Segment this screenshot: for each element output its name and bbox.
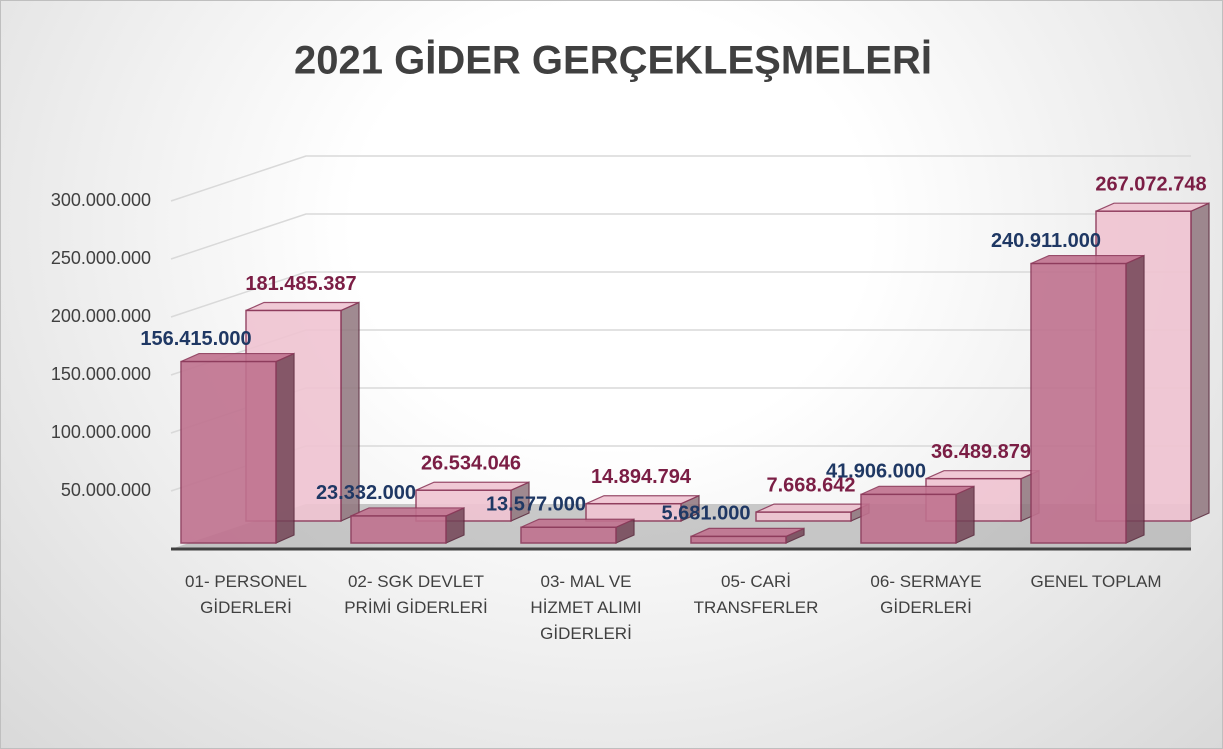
bar-top <box>245 301 360 312</box>
data-label: 156.415.000 <box>140 328 251 350</box>
bar <box>180 360 277 544</box>
x-tick-label: 03- MAL VE HİZMET ALIMI GİDERLERİ <box>530 572 642 643</box>
bar-side <box>955 485 975 544</box>
y-tick-label: 300.000.000 <box>51 190 151 210</box>
bar-side <box>275 352 295 544</box>
grid-line <box>170 213 1191 260</box>
data-label: 23.332.000 <box>316 482 416 504</box>
bar-top <box>415 481 530 491</box>
bar-top <box>520 518 635 528</box>
data-label: 240.911.000 <box>991 230 1101 252</box>
bar-top <box>755 503 870 513</box>
bar <box>755 511 852 522</box>
y-tick-label: 100.000.000 <box>51 422 151 442</box>
x-tick-label: 01- PERSONEL GİDERLERİ <box>185 572 307 617</box>
grid-line <box>170 155 1191 202</box>
bar <box>690 535 787 544</box>
y-tick-label: 250.000.000 <box>51 248 151 268</box>
bar-top <box>180 352 295 363</box>
data-label: 267.072.748 <box>1095 173 1206 195</box>
bar-top <box>1030 254 1145 265</box>
data-label: 26.534.046 <box>421 453 521 475</box>
y-tick-label: 200.000.000 <box>51 306 151 326</box>
data-label: 14.894.794 <box>591 466 692 488</box>
chart-title: 2021 GİDER GERÇEKLEŞMELERİ <box>294 39 932 83</box>
bar-top <box>860 485 975 495</box>
bar <box>350 515 447 544</box>
x-tick-label: 02- SGK DEVLET PRİMİ GİDERLERİ <box>344 572 488 617</box>
data-label: 36.489.879 <box>931 441 1031 463</box>
x-tick-label: 05- CARİ TRANSFERLER <box>693 572 819 617</box>
bar-top <box>350 507 465 517</box>
grid-line <box>170 271 1191 318</box>
bar <box>860 493 957 544</box>
data-label: 7.668.642 <box>767 474 856 496</box>
bar <box>520 526 617 544</box>
x-tick-label: GENEL TOPLAM <box>1030 572 1162 591</box>
data-label: 181.485.387 <box>245 273 356 295</box>
y-tick-label: 150.000.000 <box>51 364 151 384</box>
x-tick-label: 06- SERMAYE GİDERLERİ <box>870 572 982 617</box>
data-label: 13.577.000 <box>486 494 586 516</box>
bar-top <box>1095 202 1210 212</box>
bar <box>1030 262 1127 544</box>
bar-top <box>690 527 805 538</box>
bar-side <box>1190 202 1210 522</box>
data-label: 41.906.000 <box>826 461 926 483</box>
bar-side <box>1125 254 1145 544</box>
data-label: 5.681.000 <box>662 503 751 525</box>
y-tick-label: 50.000.000 <box>61 480 151 500</box>
bar-top <box>925 470 1040 480</box>
